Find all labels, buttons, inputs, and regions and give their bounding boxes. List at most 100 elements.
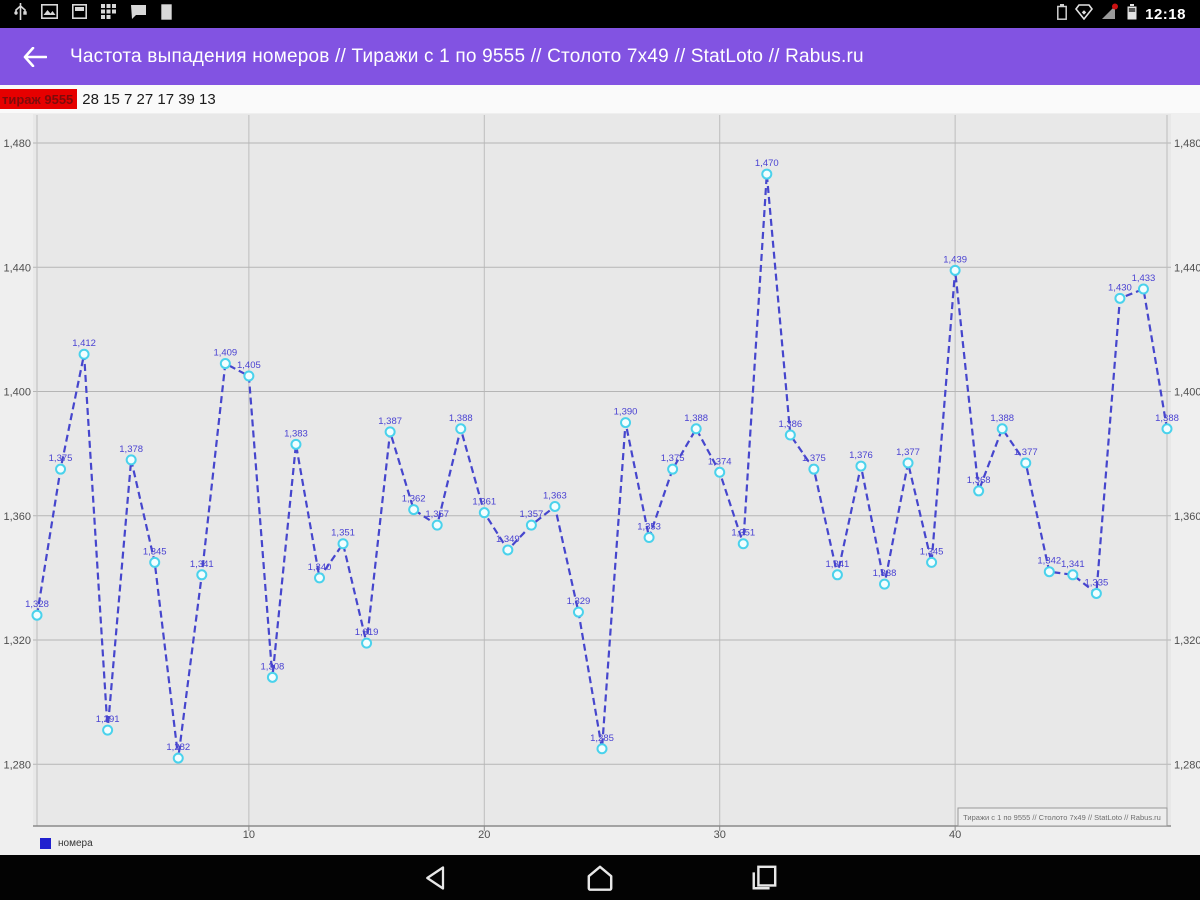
data-point-label: 1,285 — [590, 733, 614, 744]
data-point — [572, 606, 584, 618]
chart-footer-box — [957, 807, 1168, 827]
data-point — [55, 463, 67, 475]
data-point — [643, 532, 655, 544]
x-axis-label: 40 — [949, 829, 961, 841]
data-point-label: 1,439 — [943, 254, 967, 265]
data-point-label: 1,376 — [849, 450, 873, 461]
draw-info-row: тираж 9555 28 15 7 27 17 39 13 — [0, 85, 1200, 113]
signal-icon — [1101, 3, 1119, 25]
data-point-label: 1,349 — [496, 534, 520, 545]
y-axis-label-right: 1,440 — [1174, 262, 1200, 274]
data-point — [266, 671, 278, 683]
data-point-label: 1,328 — [25, 599, 49, 610]
app-bar: Частота выпадения номеров // Тиражи с 1 … — [0, 28, 1200, 85]
data-point-label: 1,409 — [213, 348, 237, 359]
x-axis-label: 20 — [478, 829, 490, 841]
data-point — [855, 460, 867, 472]
data-point — [337, 538, 349, 550]
data-point-label: 1,388 — [990, 413, 1014, 424]
data-point — [243, 370, 255, 382]
chart-legend: номера — [40, 838, 93, 849]
y-axis-label-right: 1,320 — [1174, 635, 1200, 647]
y-axis-label-left: 1,400 — [3, 387, 31, 399]
data-point — [78, 348, 90, 360]
data-point — [1137, 283, 1149, 295]
data-point — [737, 538, 749, 550]
data-point-label: 1,345 — [143, 546, 167, 557]
data-point — [761, 168, 773, 180]
data-point-label: 1,329 — [567, 596, 591, 607]
status-system-icons: 12:18 — [1057, 3, 1186, 25]
window-icon — [72, 4, 87, 24]
data-point-label: 1,335 — [1084, 577, 1108, 588]
data-point-label: 1,340 — [308, 562, 332, 573]
y-axis-label-left: 1,280 — [3, 759, 31, 771]
data-point — [1161, 423, 1173, 435]
data-point — [502, 544, 514, 556]
data-point — [1090, 587, 1102, 599]
data-point-label: 1,319 — [355, 627, 379, 638]
data-point-label: 1,383 — [284, 428, 308, 439]
battery-icon — [1127, 3, 1137, 25]
data-point-label: 1,433 — [1132, 273, 1156, 284]
data-point — [290, 438, 302, 450]
y-axis-label-left: 1,320 — [3, 635, 31, 647]
nav-home-button[interactable] — [583, 863, 617, 893]
data-point-label: 1,362 — [402, 494, 426, 505]
data-point-label: 1,388 — [684, 413, 708, 424]
data-point-label: 1,351 — [331, 528, 355, 539]
data-point — [455, 423, 467, 435]
nav-back-icon — [426, 865, 445, 890]
storage-icon — [161, 3, 172, 25]
data-point-label: 1,375 — [49, 453, 73, 464]
data-point-label: 1,341 — [190, 559, 214, 570]
data-point — [902, 457, 914, 469]
data-point — [384, 426, 396, 438]
data-point-label: 1,361 — [472, 497, 496, 508]
data-point — [361, 637, 373, 649]
data-point-label: 1,378 — [119, 444, 143, 455]
data-point — [784, 429, 796, 441]
data-point-label: 1,386 — [778, 419, 802, 430]
data-point — [125, 454, 137, 466]
data-point-label: 1,357 — [425, 509, 449, 520]
data-point — [879, 578, 890, 590]
data-point-label: 1,351 — [731, 528, 755, 539]
data-point — [667, 463, 679, 475]
data-point-label: 1,357 — [519, 509, 543, 520]
data-point — [996, 423, 1008, 435]
data-point-label: 1,405 — [237, 360, 261, 371]
data-point-label: 1,430 — [1108, 282, 1132, 293]
data-point-label: 1,375 — [661, 453, 685, 464]
chart-footer-note: Тиражи с 1 по 9555 // Столото 7x49 // St… — [963, 813, 1161, 822]
nav-back-button[interactable] — [419, 863, 453, 893]
data-point — [926, 556, 938, 568]
nav-recents-icon — [752, 865, 777, 889]
data-point — [549, 500, 561, 512]
data-point-label: 1,341 — [826, 559, 850, 570]
data-point — [172, 752, 184, 764]
nav-recents-button[interactable] — [747, 863, 781, 893]
data-point-label: 1,375 — [802, 453, 826, 464]
data-point — [431, 519, 443, 531]
y-axis-label-left: 1,440 — [3, 262, 31, 274]
data-point-label: 1,374 — [708, 456, 732, 467]
back-button[interactable] — [0, 28, 70, 85]
draw-numbers: 28 15 7 27 17 39 13 — [82, 90, 216, 108]
data-point — [1114, 292, 1126, 304]
data-point-label: 1,388 — [1155, 413, 1179, 424]
y-axis-label-right: 1,360 — [1174, 511, 1200, 523]
data-point — [102, 724, 114, 736]
data-point-label: 1,345 — [920, 546, 944, 557]
data-point — [596, 743, 608, 755]
data-point-label: 1,377 — [1014, 447, 1038, 458]
data-point-label: 1,308 — [261, 661, 285, 672]
data-point — [949, 264, 961, 276]
usb-debug-icon — [14, 3, 27, 25]
data-point — [690, 423, 702, 435]
data-point — [525, 519, 537, 531]
data-point — [196, 569, 208, 581]
data-point-label: 1,368 — [967, 475, 991, 486]
